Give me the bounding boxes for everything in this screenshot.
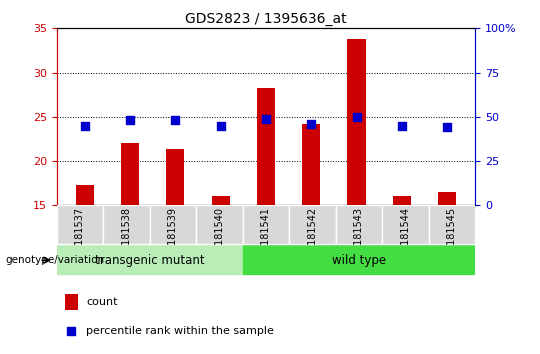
Point: [80, 123, 89, 129]
Point: [171, 118, 180, 123]
FancyBboxPatch shape: [57, 245, 242, 275]
Point: [126, 118, 134, 123]
Bar: [347, 39, 366, 205]
Bar: [166, 149, 185, 205]
Point: [67, 328, 76, 334]
Title: GDS2823 / 1395636_at: GDS2823 / 1395636_at: [185, 12, 347, 26]
Text: genotype/variation: genotype/variation: [5, 255, 105, 265]
Text: wild type: wild type: [332, 254, 386, 267]
Bar: [212, 195, 230, 205]
Text: GSM181541: GSM181541: [261, 207, 271, 266]
Bar: [302, 124, 320, 205]
Text: GSM181543: GSM181543: [354, 207, 364, 266]
Bar: [242, 205, 289, 244]
Point: [397, 123, 406, 129]
Bar: [382, 205, 429, 244]
Text: GSM181544: GSM181544: [401, 207, 410, 266]
Text: transgenic mutant: transgenic mutant: [95, 254, 205, 267]
Point: [352, 114, 361, 120]
Text: GSM181540: GSM181540: [214, 207, 225, 266]
Bar: [393, 195, 411, 205]
Text: GSM181538: GSM181538: [122, 207, 131, 266]
Bar: [289, 205, 336, 244]
Bar: [196, 205, 242, 244]
Point: [262, 116, 271, 121]
Text: GSM181542: GSM181542: [307, 207, 318, 267]
Text: GSM181537: GSM181537: [75, 207, 85, 267]
Bar: [438, 192, 456, 205]
Bar: [121, 143, 139, 205]
Point: [217, 123, 225, 129]
FancyBboxPatch shape: [242, 245, 475, 275]
Bar: [150, 205, 196, 244]
Bar: [429, 205, 475, 244]
Text: GSM181539: GSM181539: [168, 207, 178, 266]
Bar: [257, 88, 275, 205]
Point: [443, 125, 451, 130]
Bar: [336, 205, 382, 244]
Point: [307, 121, 315, 127]
Bar: [103, 205, 150, 244]
Bar: [57, 205, 103, 244]
Text: count: count: [86, 297, 118, 307]
Text: GSM181545: GSM181545: [447, 207, 457, 267]
Text: percentile rank within the sample: percentile rank within the sample: [86, 326, 274, 336]
Bar: [65, 294, 78, 310]
Bar: [76, 185, 94, 205]
